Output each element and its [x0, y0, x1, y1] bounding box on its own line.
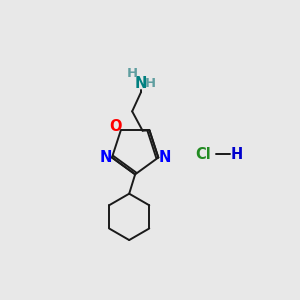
Text: H: H: [127, 67, 138, 80]
Text: N: N: [99, 150, 112, 165]
Text: N: N: [159, 150, 171, 165]
Text: H: H: [145, 77, 156, 90]
Text: O: O: [109, 119, 122, 134]
Text: N: N: [135, 76, 147, 91]
Text: H: H: [231, 147, 243, 162]
Text: Cl: Cl: [196, 147, 211, 162]
